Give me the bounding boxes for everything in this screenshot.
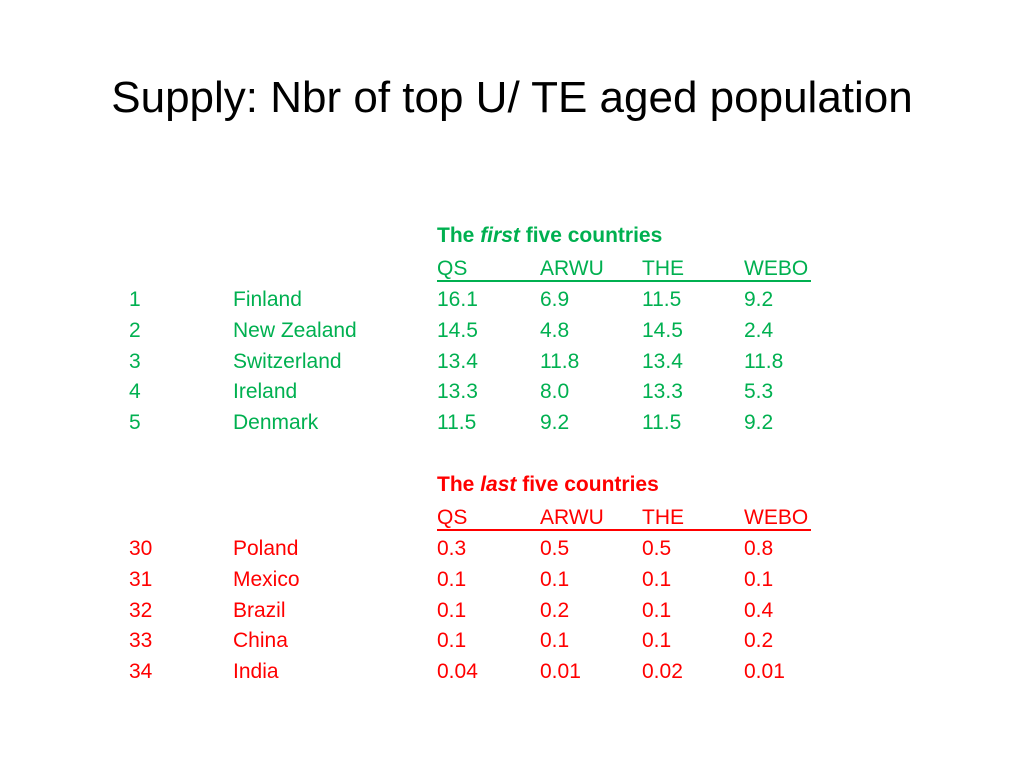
country-cell: New Zealand (233, 318, 357, 342)
country-cell: Denmark (233, 411, 319, 434)
rank-cell: 34 (129, 660, 153, 683)
table-row: 1 Finland 16.1 6.9 11.5 9.2 (0, 285, 1024, 315)
country-cell: Brazil (233, 598, 286, 622)
rank-cell: 3 (129, 349, 141, 373)
arwu-value: 4.8 (540, 318, 570, 342)
table-row: 3 Switzerland 13.4 11.8 13.4 11.8 (0, 347, 1024, 377)
heading-emphasis: last (480, 473, 517, 496)
qs-value: 11.5 (437, 411, 477, 434)
arwu-value: 6.9 (540, 288, 570, 311)
the-value: 0.1 (642, 567, 672, 591)
country-cell: Poland (233, 537, 299, 560)
table-row: 4 Ireland 13.3 8.0 13.3 5.3 (0, 377, 1024, 407)
qs-value: 0.1 (437, 567, 467, 591)
webo-value: 0.01 (744, 660, 785, 683)
table-row: 32 Brazil 0.1 0.2 0.1 0.4 (0, 596, 1024, 626)
column-header-qs: QS (437, 506, 468, 529)
heading-pre: The (437, 473, 475, 496)
the-value: 13.4 (642, 349, 683, 373)
arwu-value: 9.2 (540, 411, 570, 434)
column-header-arwu: ARWU (540, 506, 604, 529)
slide-title: Supply: Nbr of top U/ TE aged population (111, 73, 913, 122)
the-value: 0.1 (642, 629, 672, 653)
rank-cell: 30 (129, 537, 153, 560)
column-header-row: QS ARWU THE WEBO (0, 254, 1024, 284)
table-row: 2 New Zealand 14.5 4.8 14.5 2.4 (0, 316, 1024, 346)
column-header-the: THE (642, 257, 684, 280)
qs-value: 0.1 (437, 598, 467, 622)
the-value: 14.5 (642, 318, 683, 342)
column-header-the: THE (642, 506, 684, 529)
webo-value: 0.8 (744, 537, 774, 560)
webo-value: 11.8 (744, 349, 784, 373)
the-value: 11.5 (642, 411, 682, 434)
arwu-value: 0.5 (540, 537, 570, 560)
webo-value: 9.2 (744, 411, 774, 434)
section-heading: The first five countries (437, 222, 662, 250)
country-cell: Ireland (233, 380, 298, 404)
heading-emphasis: first (480, 224, 520, 247)
header-underline (437, 280, 811, 282)
table-row: 5 Denmark 11.5 9.2 11.5 9.2 (0, 408, 1024, 438)
rank-cell: 2 (129, 318, 141, 342)
column-header-qs: QS (437, 257, 468, 280)
arwu-value: 0.1 (540, 629, 570, 653)
webo-value: 5.3 (744, 380, 774, 404)
rank-cell: 5 (129, 411, 141, 434)
heading-post: five countries (522, 473, 659, 496)
table-row: 30 Poland 0.3 0.5 0.5 0.8 (0, 534, 1024, 564)
column-header-row: QS ARWU THE WEBO (0, 503, 1024, 533)
qs-value: 13.4 (437, 349, 478, 373)
rank-cell: 33 (129, 629, 153, 653)
arwu-value: 0.2 (540, 598, 570, 622)
webo-value: 9.2 (744, 288, 774, 311)
webo-value: 0.2 (744, 629, 774, 653)
country-cell: Finland (233, 288, 302, 311)
the-value: 0.5 (642, 537, 672, 560)
heading-pre: The (437, 224, 475, 247)
country-cell: China (233, 629, 288, 653)
column-header-webo: WEBO (744, 257, 809, 280)
column-header-webo: WEBO (744, 506, 809, 529)
the-value: 0.1 (642, 598, 672, 622)
qs-value: 0.3 (437, 537, 467, 560)
header-underline (437, 529, 811, 531)
webo-value: 0.4 (744, 598, 774, 622)
qs-value: 16.1 (437, 288, 478, 311)
qs-value: 0.1 (437, 629, 467, 653)
country-cell: Switzerland (233, 349, 342, 373)
qs-value: 14.5 (437, 318, 478, 342)
column-header-arwu: ARWU (540, 257, 604, 280)
table-row: 31 Mexico 0.1 0.1 0.1 0.1 (0, 565, 1024, 595)
table-row: 34 India 0.04 0.01 0.02 0.01 (0, 657, 1024, 687)
arwu-value: 0.1 (540, 567, 570, 591)
rank-cell: 31 (129, 567, 153, 591)
webo-value: 0.1 (744, 567, 774, 591)
the-value: 13.3 (642, 380, 683, 404)
webo-value: 2.4 (744, 318, 774, 342)
country-cell: India (233, 660, 279, 683)
arwu-value: 8.0 (540, 380, 570, 404)
country-cell: Mexico (233, 567, 300, 591)
table-row: 33 China 0.1 0.1 0.1 0.2 (0, 626, 1024, 656)
the-value: 0.02 (642, 660, 683, 683)
arwu-value: 0.01 (540, 660, 581, 683)
arwu-value: 11.8 (540, 349, 580, 373)
rank-cell: 1 (129, 288, 141, 311)
section-heading: The last five countries (437, 471, 659, 499)
heading-post: five countries (525, 224, 663, 247)
rank-cell: 4 (129, 380, 141, 404)
rank-cell: 32 (129, 598, 153, 622)
qs-value: 13.3 (437, 380, 478, 404)
qs-value: 0.04 (437, 660, 478, 683)
the-value: 11.5 (642, 288, 682, 311)
